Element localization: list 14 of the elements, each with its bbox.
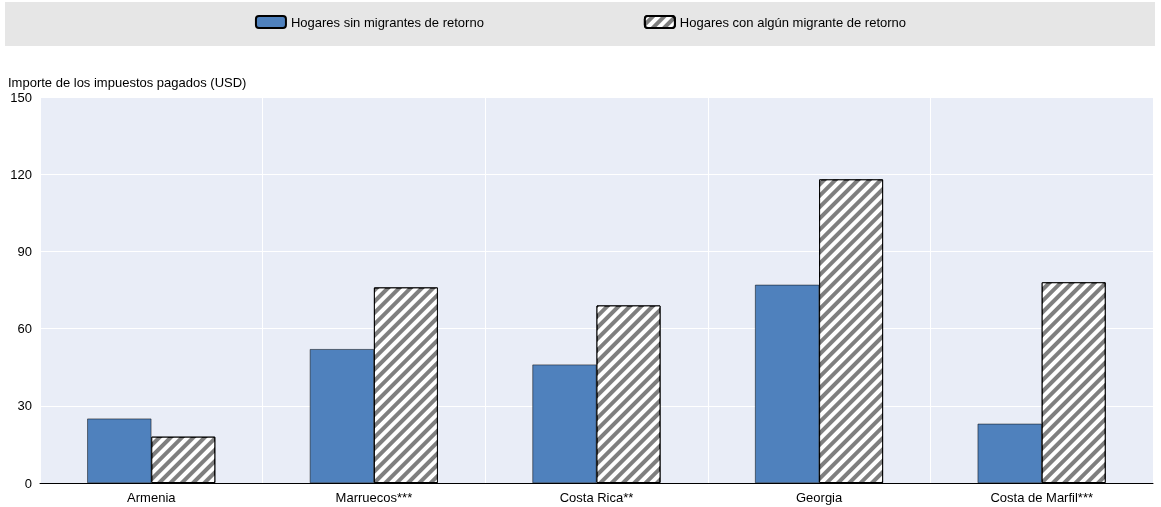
y-tick-label: 60 xyxy=(17,321,32,337)
x-tick-label: Georgia xyxy=(795,490,843,505)
x-tick-label: Marruecos*** xyxy=(335,490,413,505)
y-tick-label: 90 xyxy=(17,243,32,259)
legend-label: Hogares con algún migrante de retorno xyxy=(679,14,907,30)
x-tick-label: Costa Rica** xyxy=(559,490,634,505)
y-tick-label: 120 xyxy=(10,166,32,182)
y-tick-label: 150 xyxy=(10,89,32,105)
x-tick-label: Armenia xyxy=(127,490,177,505)
y-tick-label: 0 xyxy=(24,475,32,491)
y-tick-label: 30 xyxy=(17,398,32,414)
x-tick-label: Costa de Marfil*** xyxy=(990,490,1093,505)
y-axis-title: Importe de los impuestos pagados (USD) xyxy=(8,75,247,90)
legend-label: Hogares sin migrantes de retorno xyxy=(290,14,484,30)
